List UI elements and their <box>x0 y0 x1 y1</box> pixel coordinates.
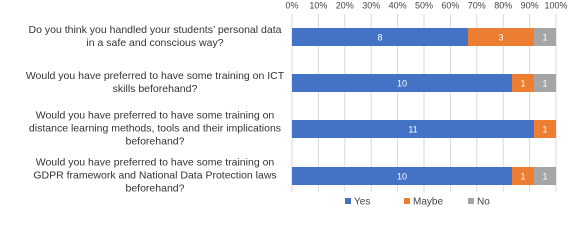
bar-segment <box>292 28 468 46</box>
bar-segment <box>512 74 534 92</box>
data-label: 1 <box>542 124 547 134</box>
bar-segment <box>534 74 556 92</box>
data-label: 3 <box>498 32 503 42</box>
data-label: 1 <box>542 78 547 88</box>
data-label: 10 <box>397 78 407 88</box>
x-tick-label: 30% <box>362 0 380 10</box>
x-tick-label: 50% <box>415 0 433 10</box>
x-tick-label: 80% <box>494 0 512 10</box>
x-tick-label: 20% <box>336 0 354 10</box>
chart: 0% 10% 20% 30% 40% 50% 60% 70% 80% 90% 100% 8 3 1 10 1 1… <box>25 0 568 208</box>
category-label: Would you have preferred to have some tr… <box>28 109 282 148</box>
bar-segment <box>468 28 534 46</box>
legend-label: Maybe <box>413 197 443 208</box>
x-tick-label: 60% <box>441 0 459 10</box>
x-tick-label: 70% <box>468 0 486 10</box>
plot: 0% 10% 20% 30% 40% 50% 60% 70% 80% 90% 100%8 3 110 1 1… <box>285 0 567 208</box>
legend-label: Yes <box>354 197 370 208</box>
bar-segment <box>534 28 556 46</box>
data-label: 11 <box>408 124 417 134</box>
x-tick-label: 0% <box>285 0 298 10</box>
data-label: 1 <box>542 171 547 181</box>
x-tick-label: 100% <box>544 0 567 10</box>
bar-segment <box>534 167 556 185</box>
data-label: 1 <box>542 32 547 42</box>
legend-label: No <box>477 197 490 208</box>
legend-swatch <box>468 198 474 204</box>
bar-segment <box>292 120 534 138</box>
bar-segment <box>292 74 512 92</box>
data-label: 1 <box>520 78 525 88</box>
x-tick-label: 90% <box>521 0 539 10</box>
data-label: 10 <box>397 171 407 181</box>
bar-segment <box>292 167 512 185</box>
data-label: 1 <box>520 171 525 181</box>
category-label: Do you think you handled your students’ … <box>28 24 282 49</box>
bar-segment <box>534 120 556 138</box>
bar-segment <box>512 167 534 185</box>
legend-swatch <box>345 198 351 204</box>
x-tick-label: 10% <box>309 0 327 10</box>
category-label: Would you have preferred to have some tr… <box>33 156 277 195</box>
category-label: Would you have preferred to have some tr… <box>25 70 285 95</box>
x-tick-label: 40% <box>389 0 407 10</box>
legend-swatch <box>404 198 410 204</box>
data-label: 8 <box>377 32 382 42</box>
